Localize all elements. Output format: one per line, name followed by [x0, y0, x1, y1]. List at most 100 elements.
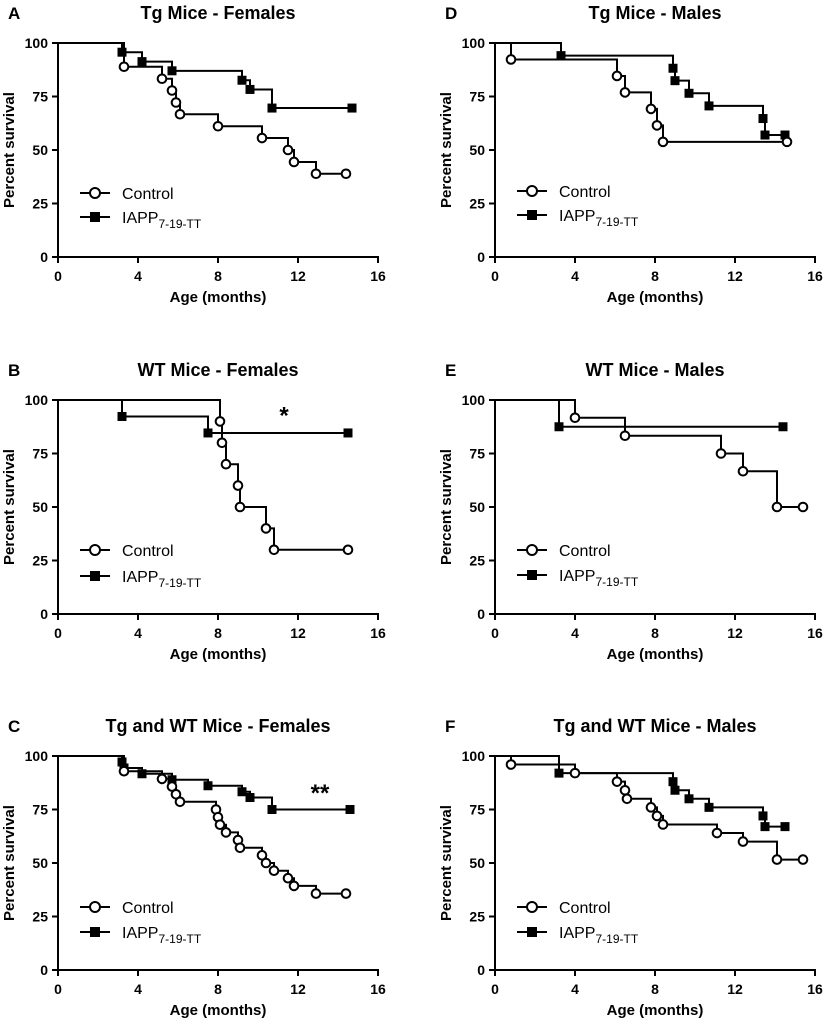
data-point-control — [342, 544, 354, 556]
data-point-iapp — [780, 130, 790, 140]
x-tick-label: 16 — [807, 625, 823, 641]
chart-title-c: Tg and WT Mice - Females — [105, 716, 330, 736]
data-point-iapp — [137, 57, 147, 67]
y-tick-label: 50 — [469, 142, 485, 158]
data-point-iapp — [554, 768, 564, 778]
data-point-control — [212, 120, 224, 132]
legend-marker-iapp — [90, 571, 100, 581]
panel-label-e: E — [445, 361, 456, 380]
data-point-control — [256, 132, 268, 144]
significance-marker: * — [279, 403, 289, 430]
data-point-control — [156, 73, 168, 85]
panel-d: D Tg Mice - Males 0 25 50 75 100 0 4 8 12 16 Age (mo… — [438, 3, 823, 306]
legend-marker-control — [526, 544, 538, 556]
x-tick-label: 4 — [571, 625, 579, 641]
x-tick-label: 8 — [214, 981, 222, 997]
legend-label-iapp: IAPP7-19-TT — [122, 925, 202, 946]
legend-marker-control — [526, 185, 538, 197]
data-point-control — [156, 773, 168, 785]
y-tick-label: 0 — [40, 962, 48, 978]
y-axis-label: Percent survival — [1, 92, 18, 208]
series-control — [58, 42, 352, 180]
panel-label-f: F — [445, 717, 455, 736]
x-axis-label: Age (months) — [607, 1002, 704, 1019]
significance-marker: ** — [311, 780, 330, 807]
data-point-control — [232, 480, 244, 491]
x-axis-label: Age (months) — [607, 646, 704, 663]
data-point-control — [118, 61, 130, 73]
data-point-control — [619, 784, 631, 796]
x-tick-label: 4 — [571, 981, 579, 997]
data-point-control — [715, 448, 727, 459]
y-tick-label: 100 — [462, 392, 486, 408]
y-tick-label: 25 — [32, 553, 48, 569]
y-tick-label: 75 — [32, 89, 48, 105]
y-axis-label: Percent survival — [438, 449, 455, 565]
x-tick-label: 16 — [370, 625, 386, 641]
data-point-control — [737, 465, 749, 477]
data-point-control — [657, 819, 669, 830]
data-point-control — [645, 802, 657, 813]
legend-marker-iapp — [527, 210, 537, 220]
y-tick-label: 25 — [469, 196, 485, 212]
x-tick-label: 8 — [651, 268, 659, 284]
survival-step-line — [58, 399, 348, 551]
legend: Control IAPP7-19-TT — [517, 900, 639, 946]
y-tick-label: 100 — [462, 748, 486, 764]
x-tick-label: 8 — [214, 268, 222, 284]
data-point-iapp — [203, 781, 213, 791]
legend: Control IAPP7-19-TT — [517, 184, 639, 229]
y-tick-label: 0 — [477, 249, 485, 265]
legend-marker-iapp — [90, 927, 100, 937]
panel-label-d: D — [445, 4, 457, 23]
data-point-iapp — [345, 805, 355, 814]
y-tick-label: 25 — [32, 196, 48, 212]
data-point-control — [505, 54, 517, 65]
y-tick-label: 25 — [469, 909, 485, 925]
data-point-control — [505, 759, 517, 770]
legend-label-control: Control — [122, 543, 174, 560]
series-iapp — [58, 42, 357, 113]
data-point-iapp — [760, 822, 770, 832]
legend-label-iapp: IAPP7-19-TT — [559, 208, 639, 229]
y-tick-label: 75 — [469, 89, 485, 105]
panel-a: A Tg Mice - Females 0 25 50 75 100 0 4 8 12 16 Age (… — [1, 3, 386, 306]
series-control — [495, 399, 809, 513]
y-tick-label: 25 — [32, 909, 48, 925]
data-point-control — [651, 120, 663, 131]
data-point-control — [619, 87, 631, 98]
data-point-iapp — [780, 822, 790, 832]
data-point-control — [611, 70, 623, 82]
panel-label-b: B — [8, 361, 20, 380]
x-tick-label: 12 — [727, 981, 743, 997]
x-tick-label: 8 — [214, 625, 222, 641]
data-point-control — [214, 819, 226, 830]
legend-label-control: Control — [122, 186, 174, 203]
y-tick-label: 100 — [25, 392, 49, 408]
data-point-iapp — [668, 63, 678, 73]
data-point-iapp — [237, 787, 247, 797]
y-tick-label: 100 — [25, 35, 49, 51]
data-point-control — [797, 854, 809, 865]
data-point-control — [569, 412, 581, 424]
survival-step-line — [495, 42, 787, 143]
x-tick-label: 0 — [491, 981, 499, 997]
data-point-control — [234, 501, 246, 513]
x-axis-label: Age (months) — [170, 289, 267, 306]
series-iapp — [495, 42, 790, 140]
survival-step-line — [495, 399, 783, 428]
data-point-iapp — [347, 103, 357, 113]
data-point-iapp — [704, 101, 714, 111]
data-point-control — [771, 501, 783, 513]
y-axis-label: Percent survival — [1, 805, 18, 921]
y-tick-label: 50 — [32, 499, 48, 515]
data-point-control — [310, 888, 322, 899]
data-point-iapp — [554, 422, 564, 432]
x-tick-label: 4 — [571, 268, 579, 284]
data-point-control — [310, 168, 322, 180]
legend: Control IAPP7-19-TT — [80, 900, 202, 946]
x-tick-label: 16 — [370, 268, 386, 284]
data-point-iapp — [760, 130, 770, 140]
x-tick-label: 4 — [134, 268, 142, 284]
legend-marker-control — [89, 901, 101, 913]
